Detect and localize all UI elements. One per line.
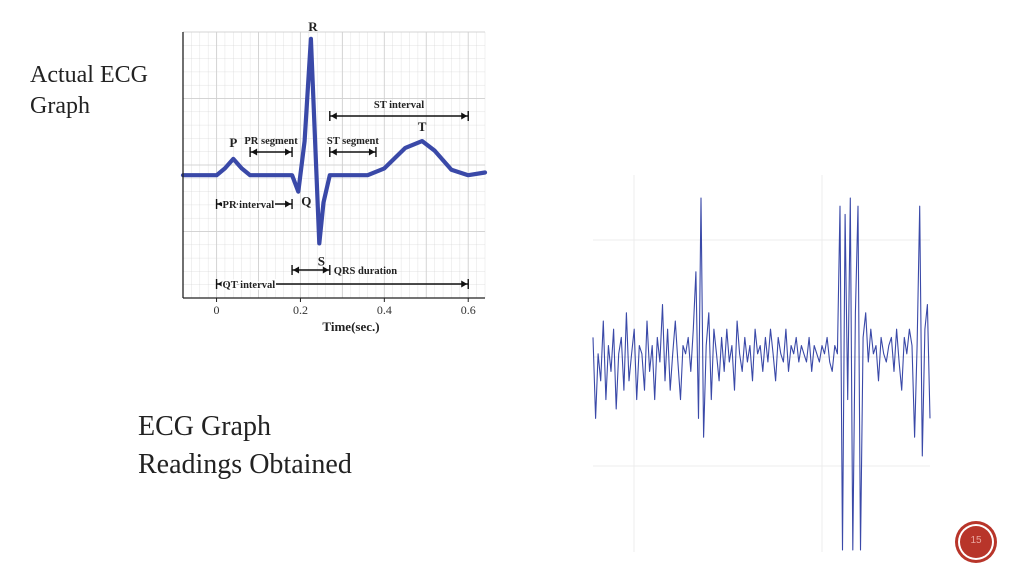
reference-interval-st-segment: ST segment [327, 136, 380, 157]
interval-arrow-left [330, 112, 337, 120]
interval-arrow-right [368, 148, 375, 156]
interval-arrow-right [461, 112, 468, 120]
slide-number: 15 [970, 535, 982, 546]
interval-arrow-right [285, 200, 292, 208]
actual-ecg-caption-line-2: Graph [30, 93, 90, 119]
actual-ecg-caption: Actual ECG Graph [30, 60, 180, 122]
reference-interval-pr-segment: PR segment [244, 136, 298, 157]
interval-label: PR interval [223, 200, 275, 211]
reference-wave-label-p: P [229, 135, 237, 150]
interval-label: QRS duration [334, 266, 397, 277]
reference-x-ticks: 0 0.2 0.4 0.6 [214, 298, 476, 317]
interval-label: PR segment [244, 136, 298, 147]
interval-arrow-left [217, 280, 224, 288]
reference-interval-qrs-duration: QRS duration [291, 265, 397, 277]
interval-label: ST interval [374, 100, 424, 111]
readings-ecg-trace [592, 197, 931, 551]
interval-arrow-left [330, 148, 337, 156]
reference-ecg-trace [180, 36, 488, 246]
reference-wave-label-t: T [418, 119, 427, 134]
reference-axes [182, 32, 485, 299]
interval-arrow-right [322, 266, 329, 274]
reference-wave-label-r: R [308, 19, 318, 34]
reference-x-tick-label: 0.2 [293, 303, 308, 317]
reference-interval-pr-interval: PR interval [215, 199, 293, 213]
interval-arrow-right [461, 280, 468, 288]
reference-interval-qt-interval: QT interval [215, 279, 469, 293]
interval-arrow-right [285, 148, 292, 156]
slide-number-badge: 15 [958, 524, 994, 560]
reference-wave-labels: P Q R S T [229, 19, 426, 269]
reference-x-axis-label: Time(sec.) [322, 319, 379, 334]
interval-arrow-left [251, 148, 258, 156]
reference-x-tick-label: 0.6 [461, 303, 476, 317]
readings-caption-line-1: ECG Graph [138, 411, 271, 442]
actual-ecg-caption-line-1: Actual ECG [30, 62, 148, 88]
reference-wave-label-q: Q [301, 194, 311, 209]
reference-interval-st-interval: ST interval [329, 100, 469, 121]
reference-x-tick-label: 0.4 [377, 303, 392, 317]
interval-arrow-left [217, 200, 224, 208]
interval-arrow-left [293, 266, 300, 274]
readings-caption-line-2: Readings Obtained [138, 449, 352, 480]
interval-label: QT interval [223, 280, 276, 291]
readings-caption: ECG Graph Readings Obtained [138, 408, 438, 484]
reference-interval-markers: ST interval PR segment ST segment PR interv… [215, 100, 469, 293]
reference-x-tick-label: 0 [214, 303, 220, 317]
reference-trace-group [180, 36, 488, 246]
reference-wave-label-s: S [318, 253, 325, 268]
interval-label: ST segment [327, 136, 380, 147]
